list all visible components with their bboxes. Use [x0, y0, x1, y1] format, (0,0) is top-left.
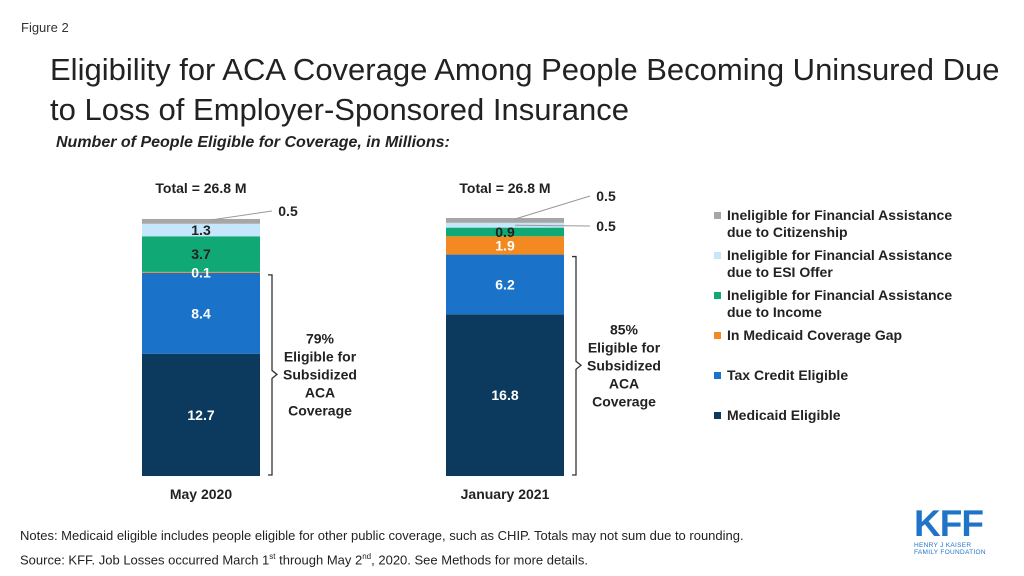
data-label: 12.7: [187, 407, 214, 423]
bracket-label: Eligible for: [284, 348, 357, 364]
data-label: 0.5: [596, 218, 616, 234]
legend-item: In Medicaid Coverage Gap: [714, 327, 902, 344]
legend-item: Ineligible for Financial Assistance due t…: [714, 287, 952, 321]
bar-segment: [446, 218, 564, 223]
bracket: [268, 274, 279, 476]
data-label: 16.8: [491, 387, 518, 403]
logo-subtitle: HENRY J KAISER FAMILY FOUNDATION: [914, 542, 992, 556]
bar-segment: [142, 223, 260, 237]
bar-segment: [446, 222, 564, 228]
total-label: Total = 26.8 M: [155, 180, 246, 196]
bar-segment: [142, 271, 260, 273]
leader-line: [514, 195, 591, 220]
bracket-label: Eligible for: [588, 339, 661, 355]
legend-label: Ineligible for Financial Assistance due t…: [727, 287, 953, 320]
category-label: January 2021: [461, 486, 550, 502]
data-label: 1.3: [191, 222, 211, 238]
bracket-label: 79%: [306, 330, 335, 346]
bracket-label: Subsidized: [283, 366, 357, 382]
legend-item: Medicaid Eligible: [714, 407, 841, 424]
leader-line: [210, 210, 273, 221]
chart-title: Eligibility for ACA Coverage Among Peopl…: [50, 52, 1000, 127]
bar-segment: [142, 353, 260, 476]
legend-swatch: [714, 292, 721, 299]
bar-segment: [142, 272, 260, 354]
figure-label: Figure 2: [21, 20, 69, 35]
bar-segment: [446, 227, 564, 237]
source-sup: nd: [362, 552, 372, 561]
legend-swatch: [714, 372, 721, 379]
notes-text: Notes: Medicaid eligible includes people…: [20, 528, 744, 543]
chart-notes: Notes: Medicaid eligible includes people…: [20, 525, 744, 570]
source-text: Source: KFF. Job Losses occurred March 1…: [20, 546, 744, 570]
data-label: 8.4: [191, 305, 211, 321]
legend-label: Ineligible for Financial Assistance due t…: [727, 247, 953, 280]
bar-segment: [446, 236, 564, 255]
data-label: 6.2: [495, 276, 515, 292]
bracket-label: 85%: [610, 321, 639, 337]
source-part: , 2020. See Methods for more details.: [371, 552, 588, 568]
logo-mark: KFF: [914, 503, 984, 544]
bar-segment: [142, 236, 260, 272]
bar-segment: [446, 314, 564, 476]
bracket-label: Coverage: [288, 402, 352, 418]
legend-item: Ineligible for Financial Assistance due t…: [714, 207, 952, 241]
legend-item: Tax Credit Eligible: [714, 367, 848, 384]
data-label: 3.7: [191, 246, 211, 262]
bar-segment: [446, 254, 564, 315]
bracket: [572, 255, 583, 476]
data-label: 1.9: [495, 237, 515, 253]
data-label: 0.5: [596, 188, 616, 204]
legend-swatch: [714, 252, 721, 259]
kff-logo: KFF HENRY J KAISER FAMILY FOUNDATION: [914, 503, 992, 556]
legend-label: Medicaid Eligible: [727, 407, 841, 423]
bar-segment: [142, 218, 260, 224]
leader-line: [514, 224, 591, 227]
source-part: through May 2: [275, 552, 363, 568]
legend-swatch: [714, 412, 721, 419]
legend-swatch: [714, 332, 721, 339]
source-part: Source: KFF. Job Losses occurred March 1: [20, 552, 270, 568]
chart-subtitle: Number of People Eligible for Coverage, …: [56, 134, 450, 151]
bracket-label: Subsidized: [587, 357, 661, 373]
data-label: 0.5: [278, 203, 298, 219]
logo-line: FAMILY FOUNDATION: [914, 549, 986, 556]
legend-swatch: [714, 212, 721, 219]
legend-label: Ineligible for Financial Assistance due t…: [727, 207, 953, 240]
legend-item: Ineligible for Financial Assistance due t…: [714, 247, 952, 281]
logo-line: HENRY J KAISER: [914, 542, 972, 549]
data-label: 0.1: [191, 264, 211, 280]
total-label: Total = 26.8 M: [459, 180, 550, 196]
source-sup: st: [269, 552, 276, 561]
legend-label: In Medicaid Coverage Gap: [727, 327, 903, 343]
legend-label: Tax Credit Eligible: [727, 367, 849, 383]
bracket-label: ACA: [305, 384, 335, 400]
bracket-label: Coverage: [592, 393, 656, 409]
category-label: May 2020: [170, 486, 232, 502]
bracket-label: ACA: [609, 375, 639, 391]
data-label: 0.9: [495, 224, 515, 240]
